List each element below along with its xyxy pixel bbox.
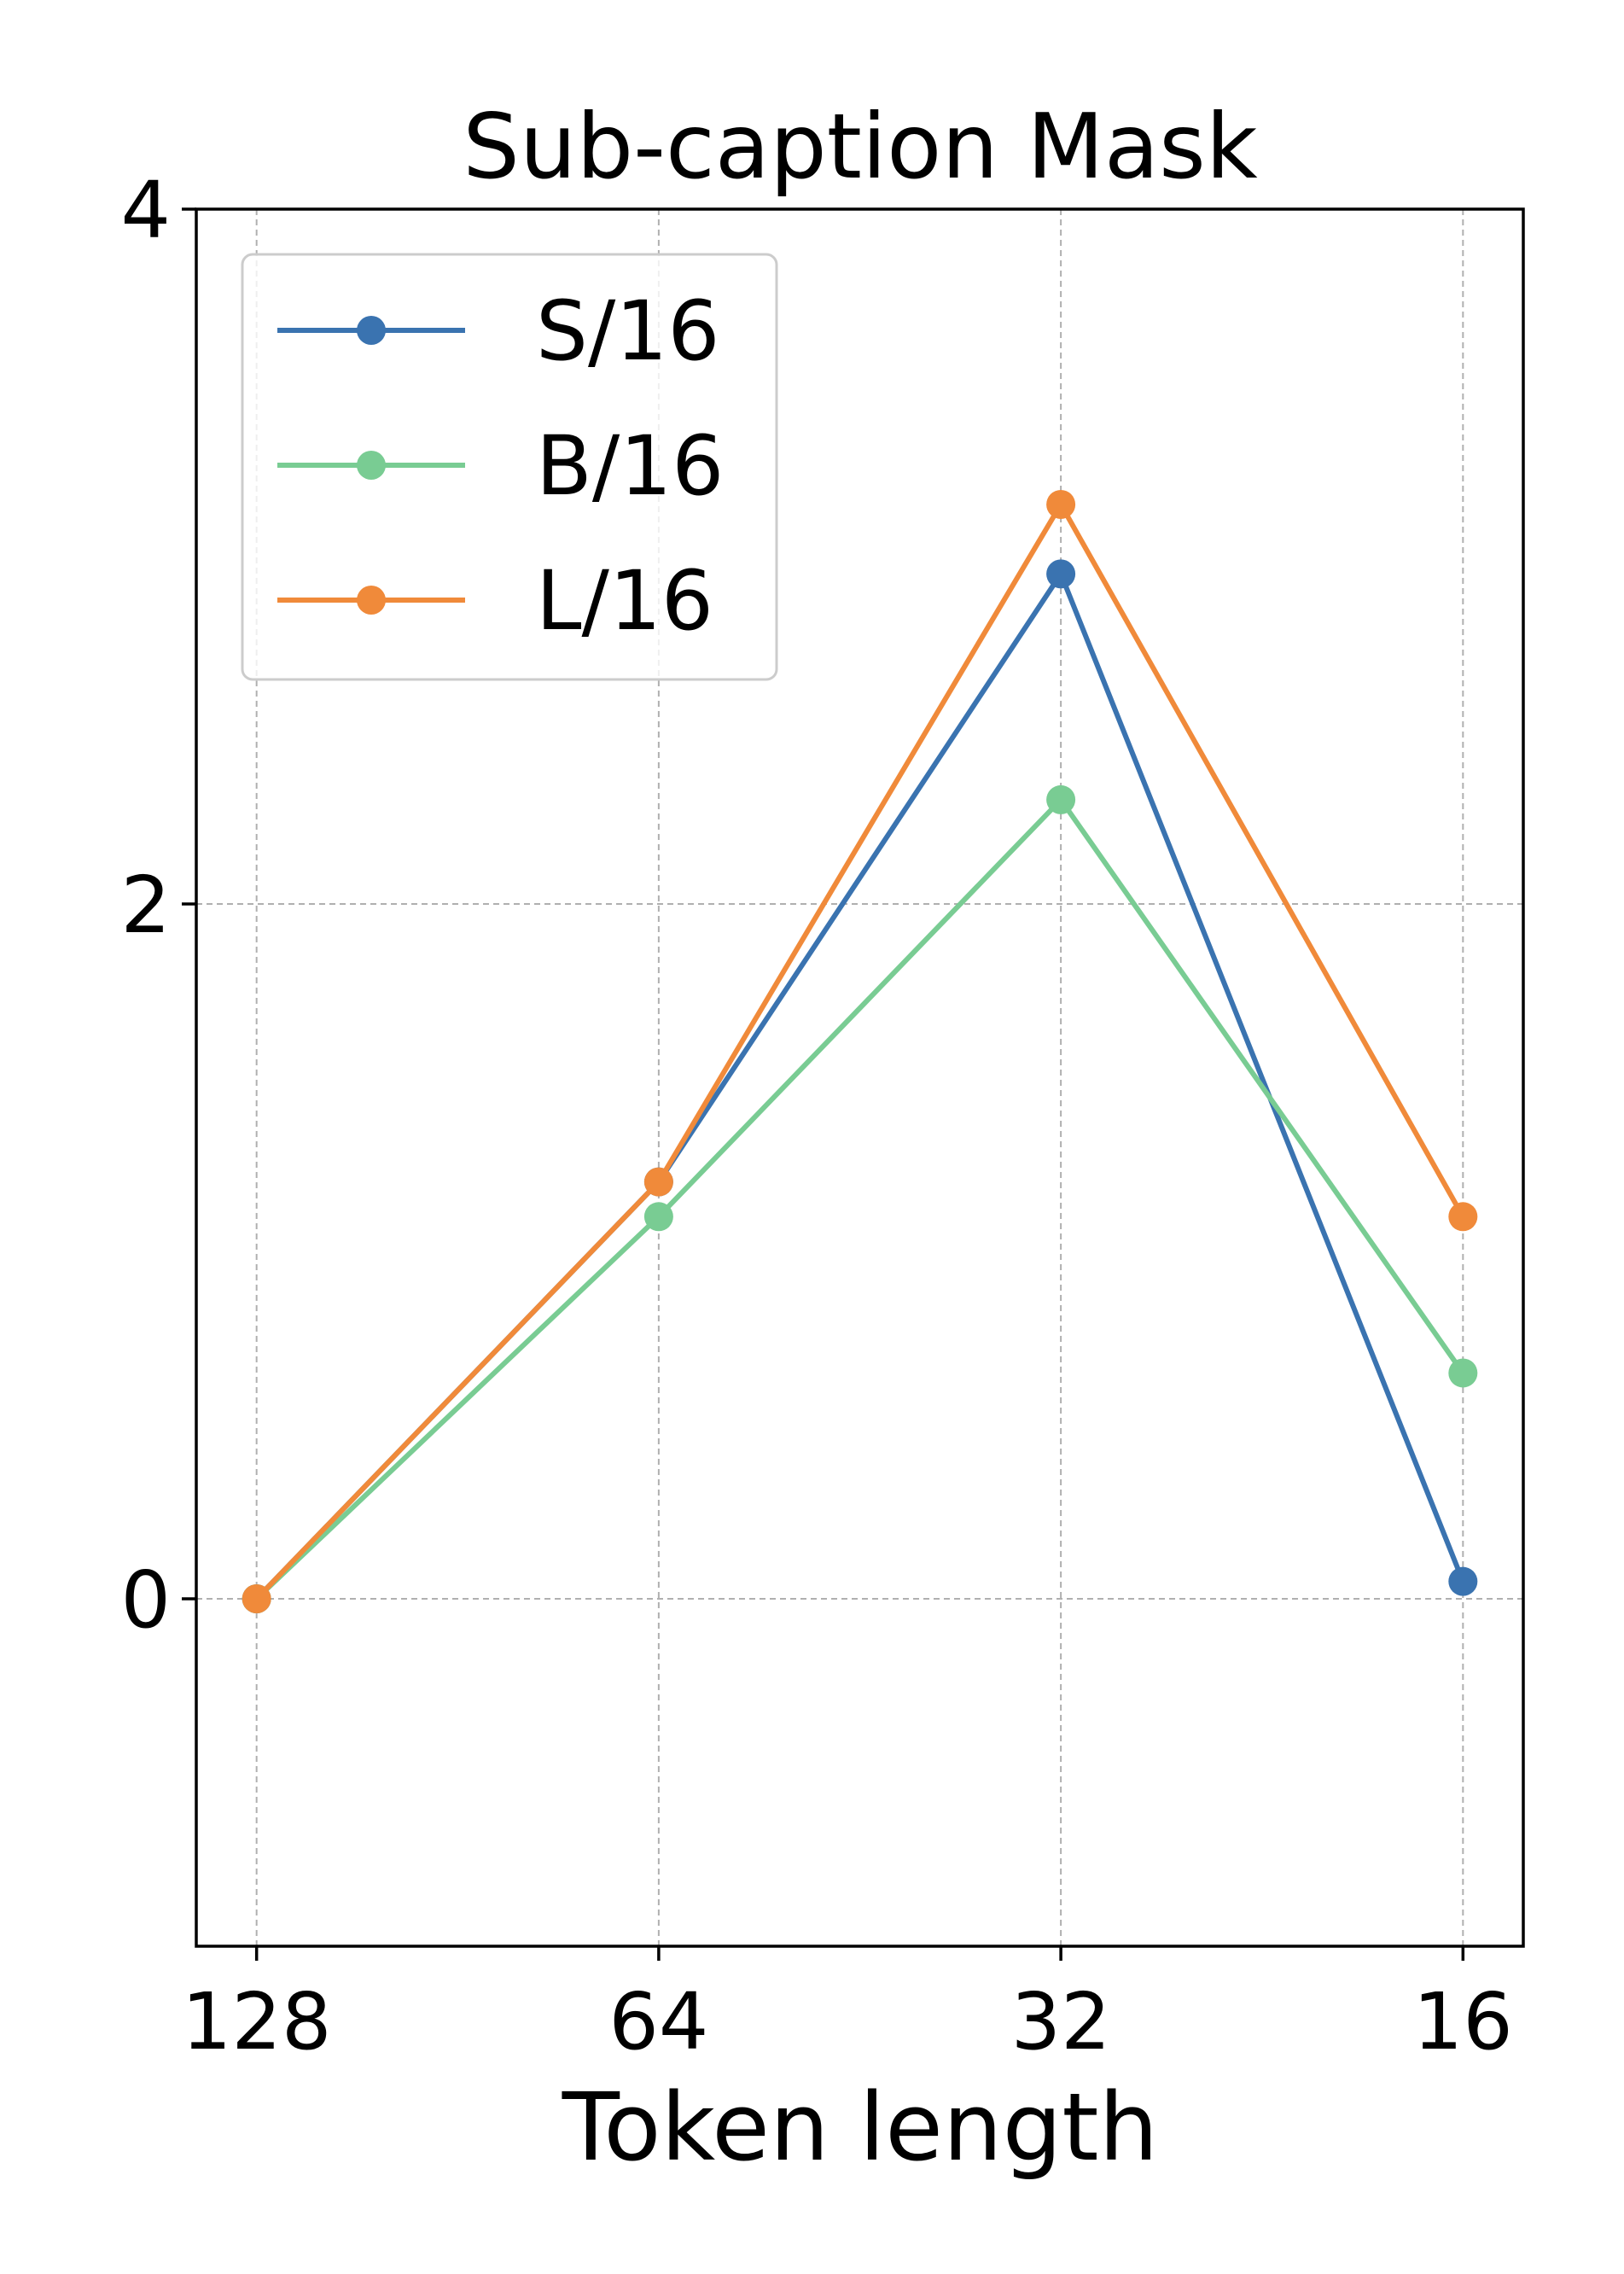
legend: S/16 B/16 L/16 — [241, 253, 778, 681]
x-tick-label: 128 — [182, 1976, 332, 2067]
data-point — [1046, 784, 1076, 814]
legend-item: B/16 — [277, 418, 724, 514]
legend-label: S/16 — [536, 283, 719, 379]
legend-item: L/16 — [277, 553, 713, 649]
legend-marker — [357, 316, 386, 345]
legend-box — [241, 253, 778, 681]
y-tick-label: 2 — [120, 860, 171, 951]
data-point — [1046, 489, 1076, 519]
series-line — [254, 571, 1466, 1601]
plot-frame — [195, 207, 1525, 1948]
chart-title: Sub-caption Mask — [463, 95, 1258, 199]
data-point — [1448, 1202, 1478, 1232]
data-point — [1046, 559, 1076, 589]
data-point — [1448, 1358, 1478, 1388]
data-point — [242, 1584, 271, 1613]
series-line — [254, 501, 1465, 1601]
x-axis-label: Token length — [562, 2073, 1159, 2182]
data-point — [1448, 1566, 1478, 1596]
legend-label: B/16 — [536, 418, 724, 514]
x-tick-label: 16 — [1413, 1976, 1513, 2067]
y-tick-label: 0 — [120, 1554, 171, 1646]
series-line — [254, 796, 1465, 1601]
x-tick-label: 64 — [608, 1976, 708, 2067]
legend-marker — [357, 451, 386, 480]
legend-marker — [357, 586, 386, 615]
x-axis: 128 64 32 16 — [182, 1946, 1513, 2067]
y-tick-label: 4 — [120, 165, 171, 256]
y-axis: 0 2 4 — [120, 165, 196, 1646]
data-point — [643, 1202, 673, 1232]
legend-item: S/16 — [277, 283, 719, 379]
series-S-16 — [242, 559, 1478, 1613]
legend-label: L/16 — [536, 553, 713, 649]
x-tick-label: 32 — [1011, 1976, 1111, 2067]
data-point — [643, 1167, 673, 1197]
series-lines — [242, 489, 1478, 1613]
series-L-16 — [242, 489, 1478, 1613]
